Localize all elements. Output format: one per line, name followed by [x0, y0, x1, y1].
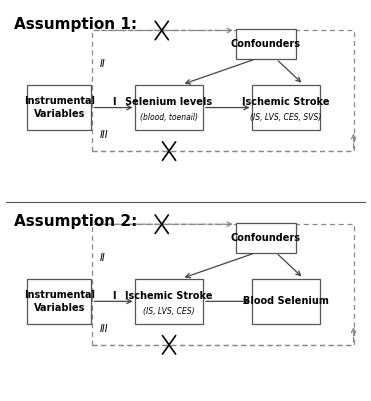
- Bar: [27, 279, 91, 324]
- Text: Selenium levels: Selenium levels: [125, 97, 213, 107]
- Text: III: III: [100, 130, 108, 140]
- Text: (blood, toenail): (blood, toenail): [140, 113, 198, 122]
- Bar: [92, 224, 354, 345]
- Text: Ischemic Stroke: Ischemic Stroke: [242, 97, 330, 107]
- Text: I: I: [112, 291, 115, 301]
- Bar: [92, 30, 354, 151]
- Bar: [236, 29, 296, 59]
- Text: Confounders: Confounders: [231, 39, 301, 49]
- Text: II: II: [100, 59, 105, 69]
- Bar: [252, 85, 320, 130]
- Text: Confounders: Confounders: [231, 233, 301, 243]
- Bar: [27, 85, 91, 130]
- Text: Ischemic Stroke: Ischemic Stroke: [125, 291, 213, 301]
- Bar: [252, 279, 320, 324]
- Text: Blood Selenium: Blood Selenium: [243, 296, 329, 306]
- Bar: [236, 223, 296, 253]
- Text: Assumption 1:: Assumption 1:: [14, 16, 137, 32]
- Bar: [135, 279, 203, 324]
- Bar: [135, 85, 203, 130]
- Text: II: II: [100, 253, 105, 263]
- Text: (IS, LVS, CES, SVS): (IS, LVS, CES, SVS): [250, 113, 322, 122]
- Text: Assumption 2:: Assumption 2:: [14, 215, 137, 229]
- Text: (IS, LVS, CES): (IS, LVS, CES): [143, 307, 195, 316]
- Text: Instrumental
Variables: Instrumental Variables: [24, 290, 95, 312]
- Text: Instrumental
Variables: Instrumental Variables: [24, 96, 95, 119]
- Text: I: I: [112, 97, 115, 107]
- Text: III: III: [100, 324, 108, 334]
